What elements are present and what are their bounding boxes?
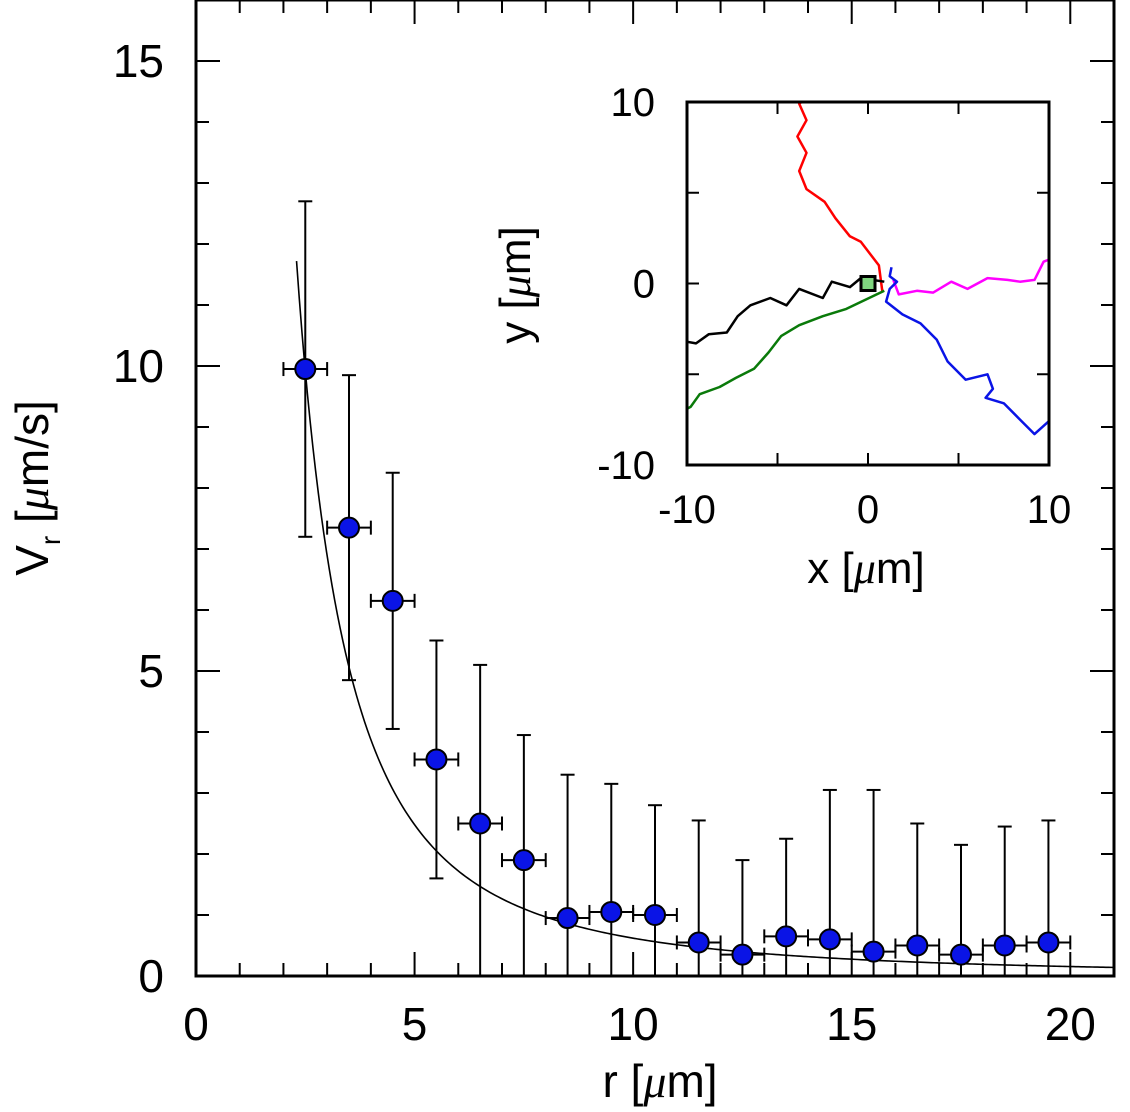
data-point bbox=[644, 904, 666, 926]
inset-x-title-pre: x [ bbox=[807, 544, 853, 593]
x-tick-label: 20 bbox=[1045, 998, 1096, 1050]
inset-y-title-post: m] bbox=[491, 226, 540, 275]
data-point bbox=[512, 849, 535, 872]
main-x-tick-labels: 0 5 10 15 20 bbox=[183, 998, 1096, 1050]
trajectory bbox=[884, 266, 1049, 436]
y-title-main: V bbox=[6, 545, 58, 576]
data-point bbox=[862, 940, 885, 963]
x-title-post: m] bbox=[666, 1055, 717, 1107]
inset-y-axis-title: y [μm] bbox=[491, 226, 540, 343]
x-tick-label: 10 bbox=[608, 998, 659, 1050]
trajectory bbox=[796, 102, 884, 293]
inset-y-title-pre: y [ bbox=[491, 297, 540, 343]
inset-x-title-mu: μ bbox=[853, 544, 876, 593]
trajectories bbox=[687, 102, 1049, 436]
trajectory bbox=[687, 289, 885, 411]
data-point bbox=[950, 943, 972, 966]
y-title-mu: μ bbox=[7, 487, 58, 511]
data-point bbox=[338, 516, 360, 539]
data-point bbox=[818, 928, 841, 951]
inset-y-tick-label: 0 bbox=[633, 263, 655, 307]
data-point bbox=[731, 943, 754, 966]
data-point bbox=[425, 748, 448, 771]
inset-x-tick-label: 0 bbox=[857, 488, 879, 532]
y-tick-label: 0 bbox=[138, 950, 164, 1002]
inset-axis-ticks bbox=[686, 101, 1050, 466]
data-point bbox=[556, 907, 579, 930]
trajectory bbox=[687, 276, 885, 345]
y-tick-label: 10 bbox=[113, 340, 164, 392]
main-axis-ticks bbox=[195, 0, 1115, 977]
data-point bbox=[294, 358, 317, 381]
data-point bbox=[687, 931, 710, 954]
x-tick-label: 0 bbox=[183, 998, 209, 1050]
x-tick-label: 15 bbox=[826, 998, 877, 1050]
data-point bbox=[469, 812, 492, 835]
inset-x-axis-title: x [μm] bbox=[807, 544, 924, 593]
origin-marker bbox=[859, 275, 877, 292]
inset-y-title-mu: μ bbox=[491, 275, 540, 298]
y-title-pre: [ bbox=[6, 510, 58, 536]
data-point bbox=[1037, 931, 1060, 954]
inset-y-tick-label: -10 bbox=[597, 444, 655, 488]
inset-x-title-post: m] bbox=[876, 544, 925, 593]
data-point bbox=[906, 934, 929, 957]
inset-y-tick-labels: -10 0 10 bbox=[597, 81, 655, 488]
data-point bbox=[993, 934, 1016, 957]
main-y-axis-title: Vr [μm/s] bbox=[6, 400, 66, 576]
data-point bbox=[600, 900, 623, 923]
main-x-axis-title: r [μm] bbox=[602, 1055, 717, 1107]
data-point bbox=[775, 925, 798, 948]
inset-x-tick-labels: -10 0 10 bbox=[658, 488, 1071, 532]
data-points bbox=[294, 358, 1060, 966]
x-title-mu: μ bbox=[642, 1056, 666, 1107]
x-tick-label: 5 bbox=[402, 998, 428, 1050]
inset-y-tick-label: 10 bbox=[611, 81, 656, 125]
x-title-pre: r [ bbox=[602, 1055, 643, 1107]
y-title-post: m/s] bbox=[6, 400, 58, 487]
data-point bbox=[381, 589, 404, 612]
y-tick-label: 15 bbox=[113, 35, 164, 87]
trajectory bbox=[892, 258, 1049, 296]
main-y-tick-labels: 0 5 10 15 bbox=[113, 35, 164, 1002]
inset-x-tick-label: -10 bbox=[658, 488, 716, 532]
y-tick-label: 5 bbox=[138, 645, 164, 697]
inset-x-tick-label: 10 bbox=[1027, 488, 1072, 532]
y-title-sub: r bbox=[35, 536, 66, 545]
